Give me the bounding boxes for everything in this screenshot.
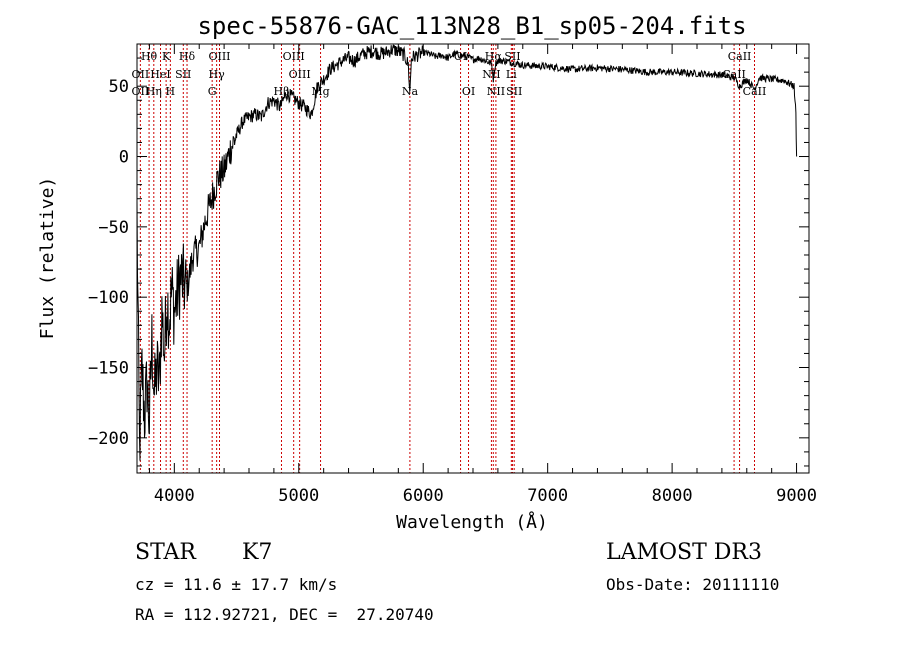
object-subclass: K7 <box>242 540 273 565</box>
line-label: NII <box>487 85 505 98</box>
x-axis: 4000 5000 6000 7000 8000 9000 <box>148 44 817 506</box>
line-label: Hγ <box>209 68 226 81</box>
y-tick-label: 0 <box>119 148 129 168</box>
line-label: CaII <box>743 85 767 98</box>
line-label: SII <box>504 50 520 63</box>
line-label: OI <box>462 85 475 98</box>
line-label: CaII <box>728 50 752 63</box>
line-label: H <box>166 85 176 98</box>
y-axis-label: Flux (relative) <box>37 177 58 340</box>
y-tick-label: −50 <box>98 218 129 238</box>
x-tick-label: 5000 <box>278 486 319 506</box>
line-label: G <box>208 85 217 98</box>
line-label: K <box>162 50 171 63</box>
line-label: OIII <box>289 68 311 81</box>
line-label: Li <box>506 68 517 81</box>
line-label: SII <box>506 85 522 98</box>
x-tick-label: 7000 <box>527 486 568 506</box>
plot-frame <box>136 43 810 474</box>
y-tick-label: 50 <box>109 77 129 97</box>
x-tick-label: 4000 <box>154 486 195 506</box>
survey-name: LAMOST DR3 <box>606 540 762 565</box>
line-label: HeI <box>150 68 170 81</box>
x-axis-label: Wavelength (Å) <box>396 511 548 533</box>
object-class: STAR <box>135 540 196 565</box>
y-tick-label: −200 <box>88 429 129 449</box>
line-label: CaII <box>722 68 746 81</box>
line-markers <box>139 44 755 473</box>
spectrum-line <box>136 44 798 461</box>
y-axis: −200 −150 −100 −50 0 50 <box>88 43 809 467</box>
x-tick-label: 6000 <box>403 486 444 506</box>
chart-title: spec-55876-GAC_113N28_B1_sp05-204.fits <box>197 12 746 40</box>
line-label: Na <box>402 85 419 98</box>
obs-date: Obs-Date: 20111110 <box>606 575 780 594</box>
line-label: Hθ <box>141 50 158 63</box>
y-tick-label: −100 <box>88 288 129 308</box>
line-label: Hα <box>485 50 503 63</box>
line-label: NII <box>482 68 500 81</box>
spectrum-chart: spec-55876-GAC_113N28_B1_sp05-204.fits H… <box>37 12 817 533</box>
line-label: OIII <box>283 50 305 63</box>
line-label: OII <box>132 68 150 81</box>
coordinates: RA = 112.92721, DEC = 27.20740 <box>135 605 434 624</box>
line-label: OII <box>132 85 150 98</box>
line-label: SII <box>175 68 191 81</box>
line-label: OIII <box>208 50 230 63</box>
x-tick-label: 8000 <box>652 486 693 506</box>
redshift-cz: cz = 11.6 ± 17.7 km/s <box>135 575 338 594</box>
line-label: Hη <box>146 85 162 98</box>
x-tick-label: 9000 <box>776 486 817 506</box>
line-label: Hδ <box>179 50 196 63</box>
y-tick-label: −150 <box>88 359 129 379</box>
